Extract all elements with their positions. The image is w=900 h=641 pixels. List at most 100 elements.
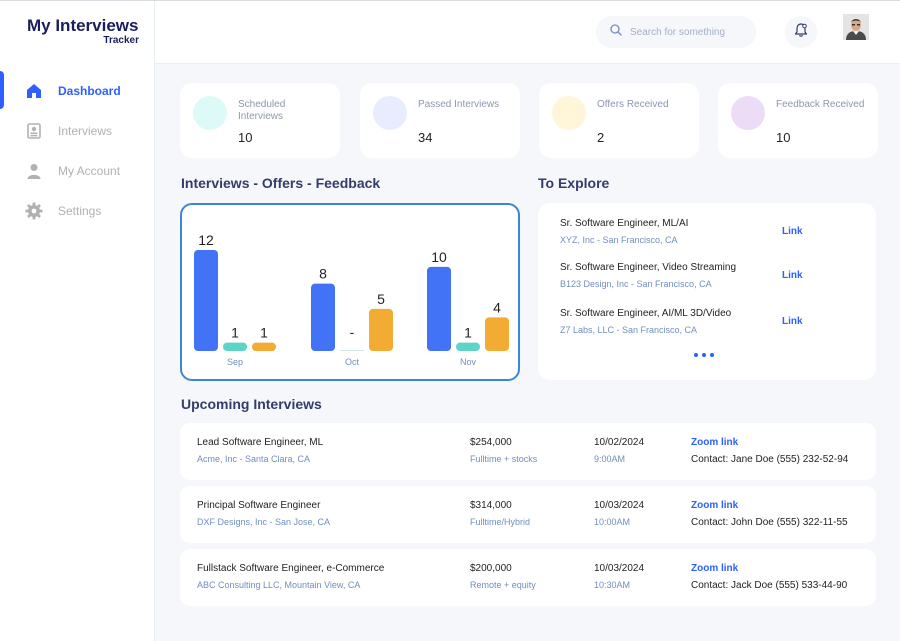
chart-data-label: 1 — [260, 325, 268, 341]
home-icon — [25, 82, 43, 100]
job-title: Sr. Software Engineer, ML/AI — [560, 218, 689, 229]
stat-value: 34 — [418, 130, 433, 145]
stat-card-passed[interactable]: Passed Interviews 34 — [360, 83, 520, 158]
interview-salary: $200,000 — [470, 563, 512, 574]
sidebar: My Interviews Tracker Dashboard Intervie… — [0, 1, 155, 641]
sidebar-item-label: My Account — [58, 164, 121, 178]
sidebar-nav: Dashboard Interviews My Account — [0, 71, 155, 231]
interview-title: Principal Software Engineer — [197, 500, 321, 511]
sidebar-item-label: Settings — [58, 204, 102, 218]
chart-bar — [223, 342, 247, 351]
zoom-link[interactable]: Zoom link — [691, 437, 739, 448]
user-icon — [25, 162, 43, 180]
stat-label: Passed Interviews — [418, 99, 500, 110]
chart-bar — [456, 342, 480, 351]
interview-title: Lead Software Engineer, ML — [197, 437, 324, 448]
notifications-button[interactable] — [785, 16, 817, 48]
bell-icon — [793, 22, 809, 43]
stat-card-scheduled[interactable]: Scheduled Interviews 10 — [180, 83, 340, 158]
stat-label: Offers Received — [597, 99, 669, 110]
stat-value: 2 — [597, 130, 605, 145]
gear-icon — [25, 202, 43, 220]
chart-data-label: 1 — [464, 325, 472, 341]
interview-company: Acme, Inc - Santa Clara, CA — [197, 454, 311, 464]
brand-logo[interactable]: My Interviews Tracker — [27, 16, 139, 46]
chart-data-label: 10 — [431, 249, 447, 265]
interview-contact: Contact: Jane Doe (555) 232-52-94 — [691, 454, 849, 465]
interview-date: 10/03/2024 — [594, 500, 645, 511]
chart-data-label: 8 — [319, 266, 327, 282]
sidebar-item-settings[interactable]: Settings — [0, 191, 155, 231]
interview-date: 10/02/2024 — [594, 437, 645, 448]
chart-data-label: 4 — [493, 299, 501, 315]
explore-item: Sr. Software Engineer, Video Streaming B… — [560, 262, 860, 289]
search-input[interactable] — [630, 26, 740, 38]
chart-data-label: - — [350, 324, 355, 340]
interview-row: Lead Software Engineer, ML Acme, Inc - Sa… — [180, 423, 876, 480]
stat-icon-circle — [731, 96, 765, 130]
interview-type: Fulltime/Hybrid — [470, 517, 531, 527]
chart-tick-label: Nov — [460, 357, 477, 367]
chart-tick-label: Sep — [227, 357, 243, 367]
stat-icon-circle — [193, 96, 227, 130]
bar-chart: 12 1 1 Sep 8 - 5 Oct 10 1 4 Nov — [194, 232, 509, 367]
job-company: B123 Design, Inc - San Francisco, CA — [560, 279, 712, 289]
interview-company: DXF Designs, Inc - San Jose, CA — [197, 517, 331, 527]
stat-value: 10 — [238, 130, 253, 145]
explore-item: Sr. Software Engineer, AI/ML 3D/Video Z7… — [560, 308, 860, 335]
interview-salary: $254,000 — [470, 437, 512, 448]
chart-bar — [311, 283, 335, 351]
search-box[interactable] — [596, 16, 756, 48]
chart-bar — [194, 250, 218, 351]
stat-card-offers[interactable]: Offers Received 2 — [539, 83, 699, 158]
interview-type: Fulltime + stocks — [470, 454, 538, 464]
interview-title: Fullstack Software Engineer, e-Commerce — [197, 563, 385, 574]
stat-label: Feedback Received — [776, 99, 865, 110]
avatar[interactable] — [843, 14, 869, 40]
job-link[interactable]: Link — [782, 270, 803, 281]
interview-contact: Contact: Jack Doe (555) 533-44-90 — [691, 580, 848, 591]
explore-section-title: To Explore — [538, 175, 610, 191]
chart-bar — [485, 317, 509, 351]
interview-row: Principal Software Engineer DXF Designs, … — [180, 486, 876, 543]
interview-salary: $314,000 — [470, 500, 512, 511]
chart-data-label: 1 — [231, 325, 239, 341]
chart-card[interactable]: 12 1 1 Sep 8 - 5 Oct 10 1 4 Nov — [180, 203, 520, 381]
job-title: Sr. Software Engineer, Video Streaming — [560, 262, 737, 273]
chart-bar — [369, 308, 393, 351]
stat-card-feedback[interactable]: Feedback Received 10 — [718, 83, 878, 158]
chart-data-label: 5 — [377, 291, 385, 307]
top-bar — [155, 1, 900, 64]
chart-bar — [427, 266, 451, 351]
interview-date: 10/03/2024 — [594, 563, 645, 574]
job-link[interactable]: Link — [782, 316, 803, 327]
sidebar-item-my-account[interactable]: My Account — [0, 151, 155, 191]
sidebar-item-label: Dashboard — [58, 84, 121, 98]
more-dots-icon[interactable] — [694, 353, 714, 357]
job-company: Z7 Labs, LLC - San Francisco, CA — [560, 325, 698, 335]
interview-time: 10:30AM — [594, 580, 631, 590]
explore-card: Sr. Software Engineer, ML/AI XYZ, Inc - … — [538, 203, 876, 380]
interview-time: 9:00AM — [594, 454, 626, 464]
search-icon — [610, 23, 622, 41]
upcoming-section-title: Upcoming Interviews — [181, 396, 322, 412]
interview-contact: Contact: John Doe (555) 322-11-55 — [691, 517, 848, 528]
brand-title: My Interviews — [27, 16, 139, 35]
zoom-link[interactable]: Zoom link — [691, 500, 739, 511]
interview-time: 10:00AM — [594, 517, 631, 527]
brand-subtitle: Tracker — [103, 35, 139, 46]
job-title: Sr. Software Engineer, AI/ML 3D/Video — [560, 308, 732, 319]
chart-bar — [252, 342, 276, 351]
sidebar-item-label: Interviews — [58, 124, 113, 138]
zoom-link[interactable]: Zoom link — [691, 563, 739, 574]
stat-label: Scheduled Interviews — [238, 99, 286, 122]
job-company: XYZ, Inc - San Francisco, CA — [560, 235, 678, 245]
stat-value: 10 — [776, 130, 791, 145]
job-link[interactable]: Link — [782, 226, 803, 237]
stat-icon-circle — [552, 96, 586, 130]
chart-section-title: Interviews - Offers - Feedback — [181, 175, 381, 191]
chart-tick-label: Oct — [345, 357, 360, 367]
sidebar-item-dashboard[interactable]: Dashboard — [0, 71, 155, 111]
interview-row: Fullstack Software Engineer, e-Commerce A… — [180, 549, 876, 606]
sidebar-item-interviews[interactable]: Interviews — [0, 111, 155, 151]
